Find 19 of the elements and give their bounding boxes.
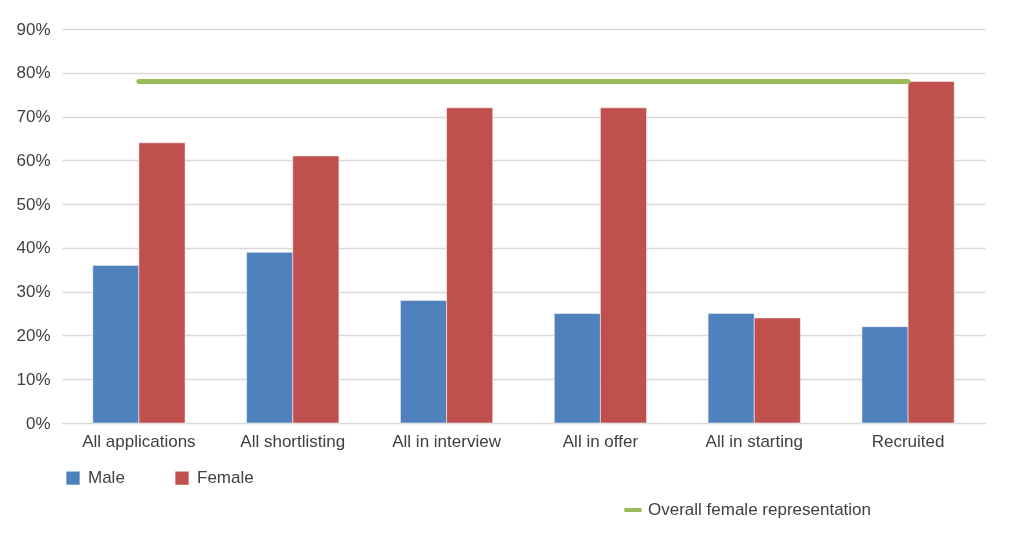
y-tick-label: 10% [16,369,51,389]
y-tick-label: 0% [25,413,51,433]
x-tick-label: Recruited [871,431,945,451]
legend-label: Male [88,468,125,488]
x-tick-label: All in interview [392,431,502,451]
x-tick-label: All in starting [705,431,803,451]
x-tick-label: All applications [82,431,196,451]
legend-label: Female [197,468,254,488]
y-tick-label: 90% [16,19,51,39]
y-tick-label: 30% [16,282,51,302]
y-tick-label: 50% [16,194,51,214]
y-tick-label: 80% [16,63,51,83]
y-tick-label: 70% [16,107,51,127]
y-tick-label: 40% [16,238,51,258]
y-tick-label: 20% [16,325,51,345]
x-tick-label: All shortlisting [240,431,346,451]
x-tick-label: All in offer [562,431,639,451]
y-tick-label: 60% [16,150,51,170]
legend-label: Overall female representation [648,500,872,519]
